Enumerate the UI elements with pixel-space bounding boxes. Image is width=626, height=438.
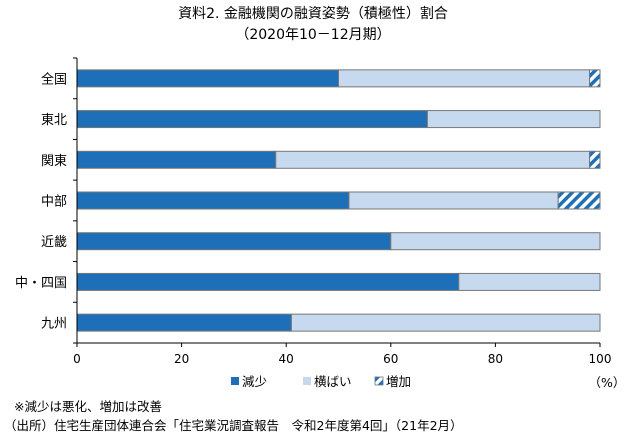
category-label: 中部 [41,195,67,210]
category-label: 東北 [41,112,67,128]
legend-swatch-flat [303,377,311,385]
legend-label-flat: 横ばい [314,374,352,389]
legend-swatch-decrease [231,377,239,385]
bar-decrease [76,313,292,332]
bar-increase [589,150,601,169]
x-tick-label: 80 [488,352,503,366]
x-tick-label: 100 [589,352,612,366]
legend-swatch-increase [374,376,384,386]
bar-flat [426,110,601,129]
chart-subtitle: （2020年10－12月期） [235,27,391,43]
bar-flat [348,191,559,210]
bar-flat [390,232,601,251]
bar-flat [290,313,601,332]
category-label: 全国 [41,71,67,87]
x-tick-label: 60 [383,352,398,366]
category-label: 関東 [41,153,67,169]
bar-flat [275,150,591,169]
x-tick-label: 0 [73,352,81,366]
unit-label: （%） [589,375,626,390]
source-note: （出所）住宅生産団体連合会「住宅業況調査報告 令和2年度第4回」（21年2月） [4,418,463,433]
bar-decrease [76,232,392,251]
footnote: ※減少は悪化、増加は改善 [14,399,162,414]
x-tick-label: 20 [174,352,189,366]
bar-flat [338,69,591,88]
bar-increase [557,191,601,210]
bar-decrease [76,150,277,169]
category-label: 近畿 [41,235,67,250]
x-tick-label: 40 [279,352,294,366]
bar-decrease [76,69,339,88]
legend-label-decrease: 減少 [242,374,267,389]
bar-decrease [76,191,350,210]
bar-flat [458,272,601,291]
bar-decrease [76,110,428,129]
bar-increase [589,69,601,88]
bar-decrease [76,272,460,291]
legend-label-increase: 増加 [386,374,411,389]
category-label: 中・四国 [15,276,67,291]
category-label: 九州 [41,317,67,332]
chart-title: 資料2. 金融機関の融資姿勢（積極性）割合 [178,6,448,22]
